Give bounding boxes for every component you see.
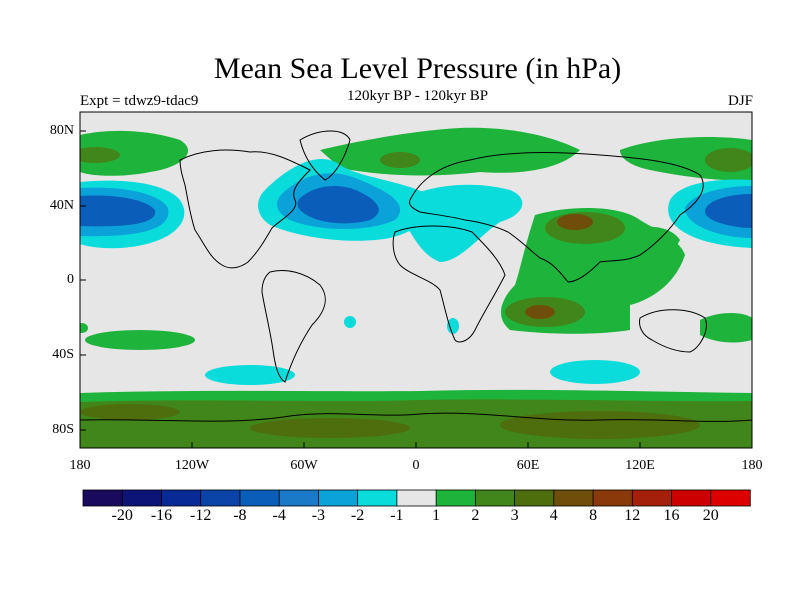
asia-high-core <box>557 214 593 230</box>
south-america-low <box>344 316 356 328</box>
lat-label-40n: 40N <box>49 198 74 213</box>
colorbar-label: 2 <box>471 507 480 524</box>
south-pacific-low <box>205 365 295 385</box>
colorbar-swatch <box>357 489 398 507</box>
colorbar-swatch <box>710 489 751 507</box>
coastlines <box>80 130 752 422</box>
coastline-south-america <box>261 270 326 383</box>
colorbar-swatch <box>553 489 594 507</box>
colorbar-swatch <box>121 489 163 507</box>
southern-ocean-high-core-2 <box>250 418 410 438</box>
colorbar-swatch <box>200 489 241 507</box>
colorbar-swatch <box>671 489 712 507</box>
south-africa-low <box>447 318 459 334</box>
arctic-high-west <box>80 130 189 176</box>
south-pacific-high-west <box>80 323 88 333</box>
southern-ocean-high-core-3 <box>500 411 700 439</box>
map-plot-area <box>80 112 752 448</box>
chart-subtitle: 120kyr BP - 120kyr BP <box>346 88 489 104</box>
colorbar-label: 8 <box>589 507 598 524</box>
tasman-high <box>700 313 752 343</box>
chart-title: Mean Sea Level Pressure (in hPa) <box>213 52 622 85</box>
colorbar-label: -4 <box>272 507 286 524</box>
colorbar-swatch <box>631 489 673 507</box>
lon-label-180-west: 180 <box>69 458 91 473</box>
south-pacific-high <box>85 330 195 350</box>
colorbar-label: -2 <box>350 507 365 524</box>
lon-label-60w: 60W <box>290 458 318 473</box>
north-sea-high-core <box>380 152 420 168</box>
coastline-antarctica <box>80 412 752 422</box>
indian-ocean-high-core <box>525 305 555 319</box>
lat-label-40s: 40S <box>52 347 74 362</box>
tick-marks <box>80 130 641 448</box>
arctic-high-core-east <box>705 148 752 172</box>
coastline-eurasia <box>409 152 704 283</box>
colorbar-swatch <box>435 489 477 507</box>
colorbar-label: -12 <box>190 507 212 524</box>
colorbar-label: -20 <box>111 507 133 524</box>
lat-label-80s: 80S <box>52 422 74 437</box>
colorbar-swatch <box>592 489 633 507</box>
coastline-australia <box>639 309 707 353</box>
south-indian-low <box>550 360 640 384</box>
arctic-high-core-west <box>80 147 120 163</box>
colorbar-swatch <box>82 489 123 507</box>
colorbar-swatch <box>474 489 516 507</box>
colorbar-label: 4 <box>549 507 558 524</box>
lat-label-0: 0 <box>67 272 74 287</box>
lon-label-60e: 60E <box>516 458 540 473</box>
colorbar-label: -16 <box>150 507 173 524</box>
coastline-greenland <box>299 130 351 181</box>
lon-label-0: 0 <box>412 458 420 473</box>
colorbar-label: 20 <box>702 507 719 524</box>
experiment-label: Expt = tdwz9-tdac9 <box>80 93 199 109</box>
southern-ocean-high-core-1 <box>80 404 180 420</box>
colorbar-swatch <box>239 489 280 507</box>
coastline-africa <box>392 225 506 343</box>
season-label: DJF <box>727 93 753 109</box>
colorbar-label: -8 <box>233 507 247 524</box>
lon-label-180-east: 180 <box>741 458 763 473</box>
colorbar-label: 3 <box>510 507 519 524</box>
lon-label-120w: 120W <box>174 458 210 473</box>
north-atlantic-low-core <box>297 186 379 224</box>
colorbar-swatch <box>514 489 555 507</box>
coastline-north-america <box>179 149 311 269</box>
colorbar-swatch <box>396 489 437 507</box>
colorbar <box>82 489 751 507</box>
colorbar-swatch <box>318 489 359 507</box>
colorbar-swatch <box>161 489 202 507</box>
colorbar-label: -1 <box>390 507 404 524</box>
colorbar-label: 1 <box>432 507 441 524</box>
mediterranean-low <box>400 184 523 262</box>
north-pacific-low-east-core <box>705 194 752 228</box>
north-pacific-low-west-core <box>80 195 156 227</box>
lat-label-80n: 80N <box>49 123 74 138</box>
colorbar-label: -3 <box>311 507 326 524</box>
colorbar-swatch <box>278 489 320 507</box>
lon-label-120e: 120E <box>625 458 655 473</box>
colorbar-label: 16 <box>663 507 680 524</box>
colorbar-label: 12 <box>624 507 641 524</box>
